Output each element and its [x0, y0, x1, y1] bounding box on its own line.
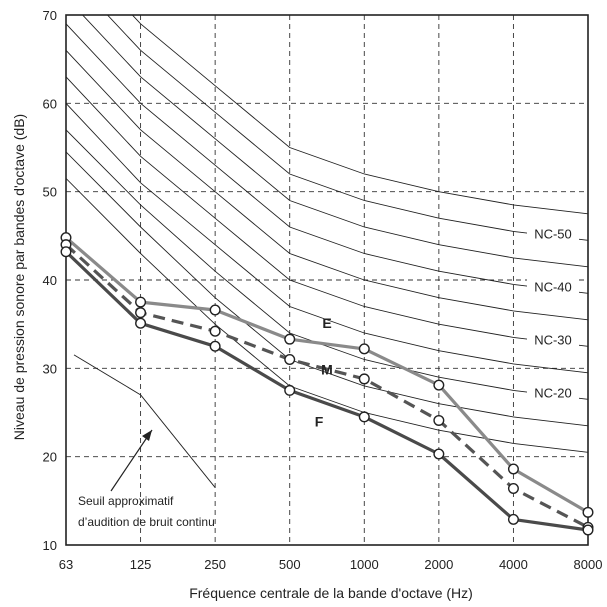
nc-label-nc-50: NC-50: [534, 227, 572, 242]
point-f-1000: [358, 411, 370, 423]
point-e-8000: [582, 506, 594, 518]
plot-frame: [65, 14, 589, 546]
nc-curve-8: [106, 15, 588, 241]
nc-label-bg-1: [527, 384, 579, 401]
nc-curve-3: [66, 102, 588, 374]
labels: NC-20 NC-30 NC-40 NC-50 E M F: [315, 225, 579, 430]
nc-label-nc-40: NC-40: [534, 280, 572, 295]
y-tick-40: 40: [43, 273, 57, 288]
x-tick-2000: 2000: [424, 557, 453, 572]
nc-curve-9: [131, 15, 588, 215]
point-f-500: [284, 384, 296, 396]
x-axis-title: Fréquence centrale de la bande d'octave …: [189, 585, 473, 601]
tick-labels: 63 125 250 500 1000 2000 4000 8000 10 20 30 40 50 60 7…: [43, 8, 603, 572]
nc-curves: [66, 15, 588, 453]
y-axis-title: Niveau de pression sonore par bandes d'o…: [11, 114, 27, 440]
nc-label-nc-30: NC-30: [534, 333, 572, 348]
x-tick-500: 500: [279, 557, 301, 572]
point-e-4000: [507, 463, 519, 475]
point-e-1000: [358, 343, 370, 355]
annotation-line-2: d’audition de bruit continu: [78, 515, 215, 529]
series-label-e: E: [322, 315, 331, 331]
y-tick-30: 30: [43, 361, 57, 376]
point-f-125: [135, 317, 147, 329]
point-e-500: [284, 333, 296, 345]
nc-label-nc-20: NC-20: [534, 386, 572, 401]
series-line-m: [64, 243, 589, 529]
x-tick-63: 63: [59, 557, 73, 572]
series-label-f: F: [315, 414, 324, 430]
y-tick-60: 60: [43, 96, 57, 111]
point-f-8000: [582, 524, 594, 536]
point-m-4000: [507, 482, 519, 494]
nc-label-bg-3: [527, 331, 579, 348]
point-m-250: [209, 325, 221, 337]
y-tick-10: 10: [43, 538, 57, 553]
x-tick-8000: 8000: [574, 557, 603, 572]
nc-curve-5: [66, 49, 588, 321]
nc-label-bg-7: [527, 225, 579, 242]
series-label-m: M: [321, 362, 333, 378]
point-f-250: [209, 340, 221, 352]
point-f-63: [60, 246, 72, 258]
annotation-line-1: Seuil approximatif: [78, 494, 174, 508]
x-tick-4000: 4000: [499, 557, 528, 572]
annotation-arrow: [110, 429, 153, 492]
point-f-4000: [507, 513, 519, 525]
nc-curve-1: [66, 151, 588, 427]
x-tick-1000: 1000: [350, 557, 379, 572]
nc-curve-6: [66, 23, 588, 294]
point-f-2000: [433, 448, 445, 460]
threshold-line-upper: [73, 354, 141, 396]
point-e-125: [135, 296, 147, 308]
hearing-threshold: [73, 354, 216, 488]
point-m-2000: [433, 414, 445, 426]
series-line-e: [64, 236, 589, 514]
nc-curve-4: [66, 76, 588, 347]
nc-curve-7: [81, 15, 588, 268]
point-m-125: [135, 307, 147, 319]
point-e-250: [209, 304, 221, 316]
nc-curve-0: [66, 178, 588, 453]
series-line-f: [64, 250, 589, 532]
y-tick-20: 20: [43, 450, 57, 465]
threshold-line: [140, 394, 216, 488]
y-tick-70: 70: [43, 8, 57, 23]
point-m-1000: [358, 373, 370, 385]
point-m-500: [284, 354, 296, 366]
nc-curve-2: [66, 129, 588, 400]
annotation-arrowhead: [142, 430, 152, 441]
data-series: [60, 232, 594, 536]
x-tick-125: 125: [130, 557, 152, 572]
x-tick-250: 250: [204, 557, 226, 572]
point-e-2000: [433, 379, 445, 391]
nc-label-bg-5: [527, 278, 579, 295]
y-tick-50: 50: [43, 185, 57, 200]
